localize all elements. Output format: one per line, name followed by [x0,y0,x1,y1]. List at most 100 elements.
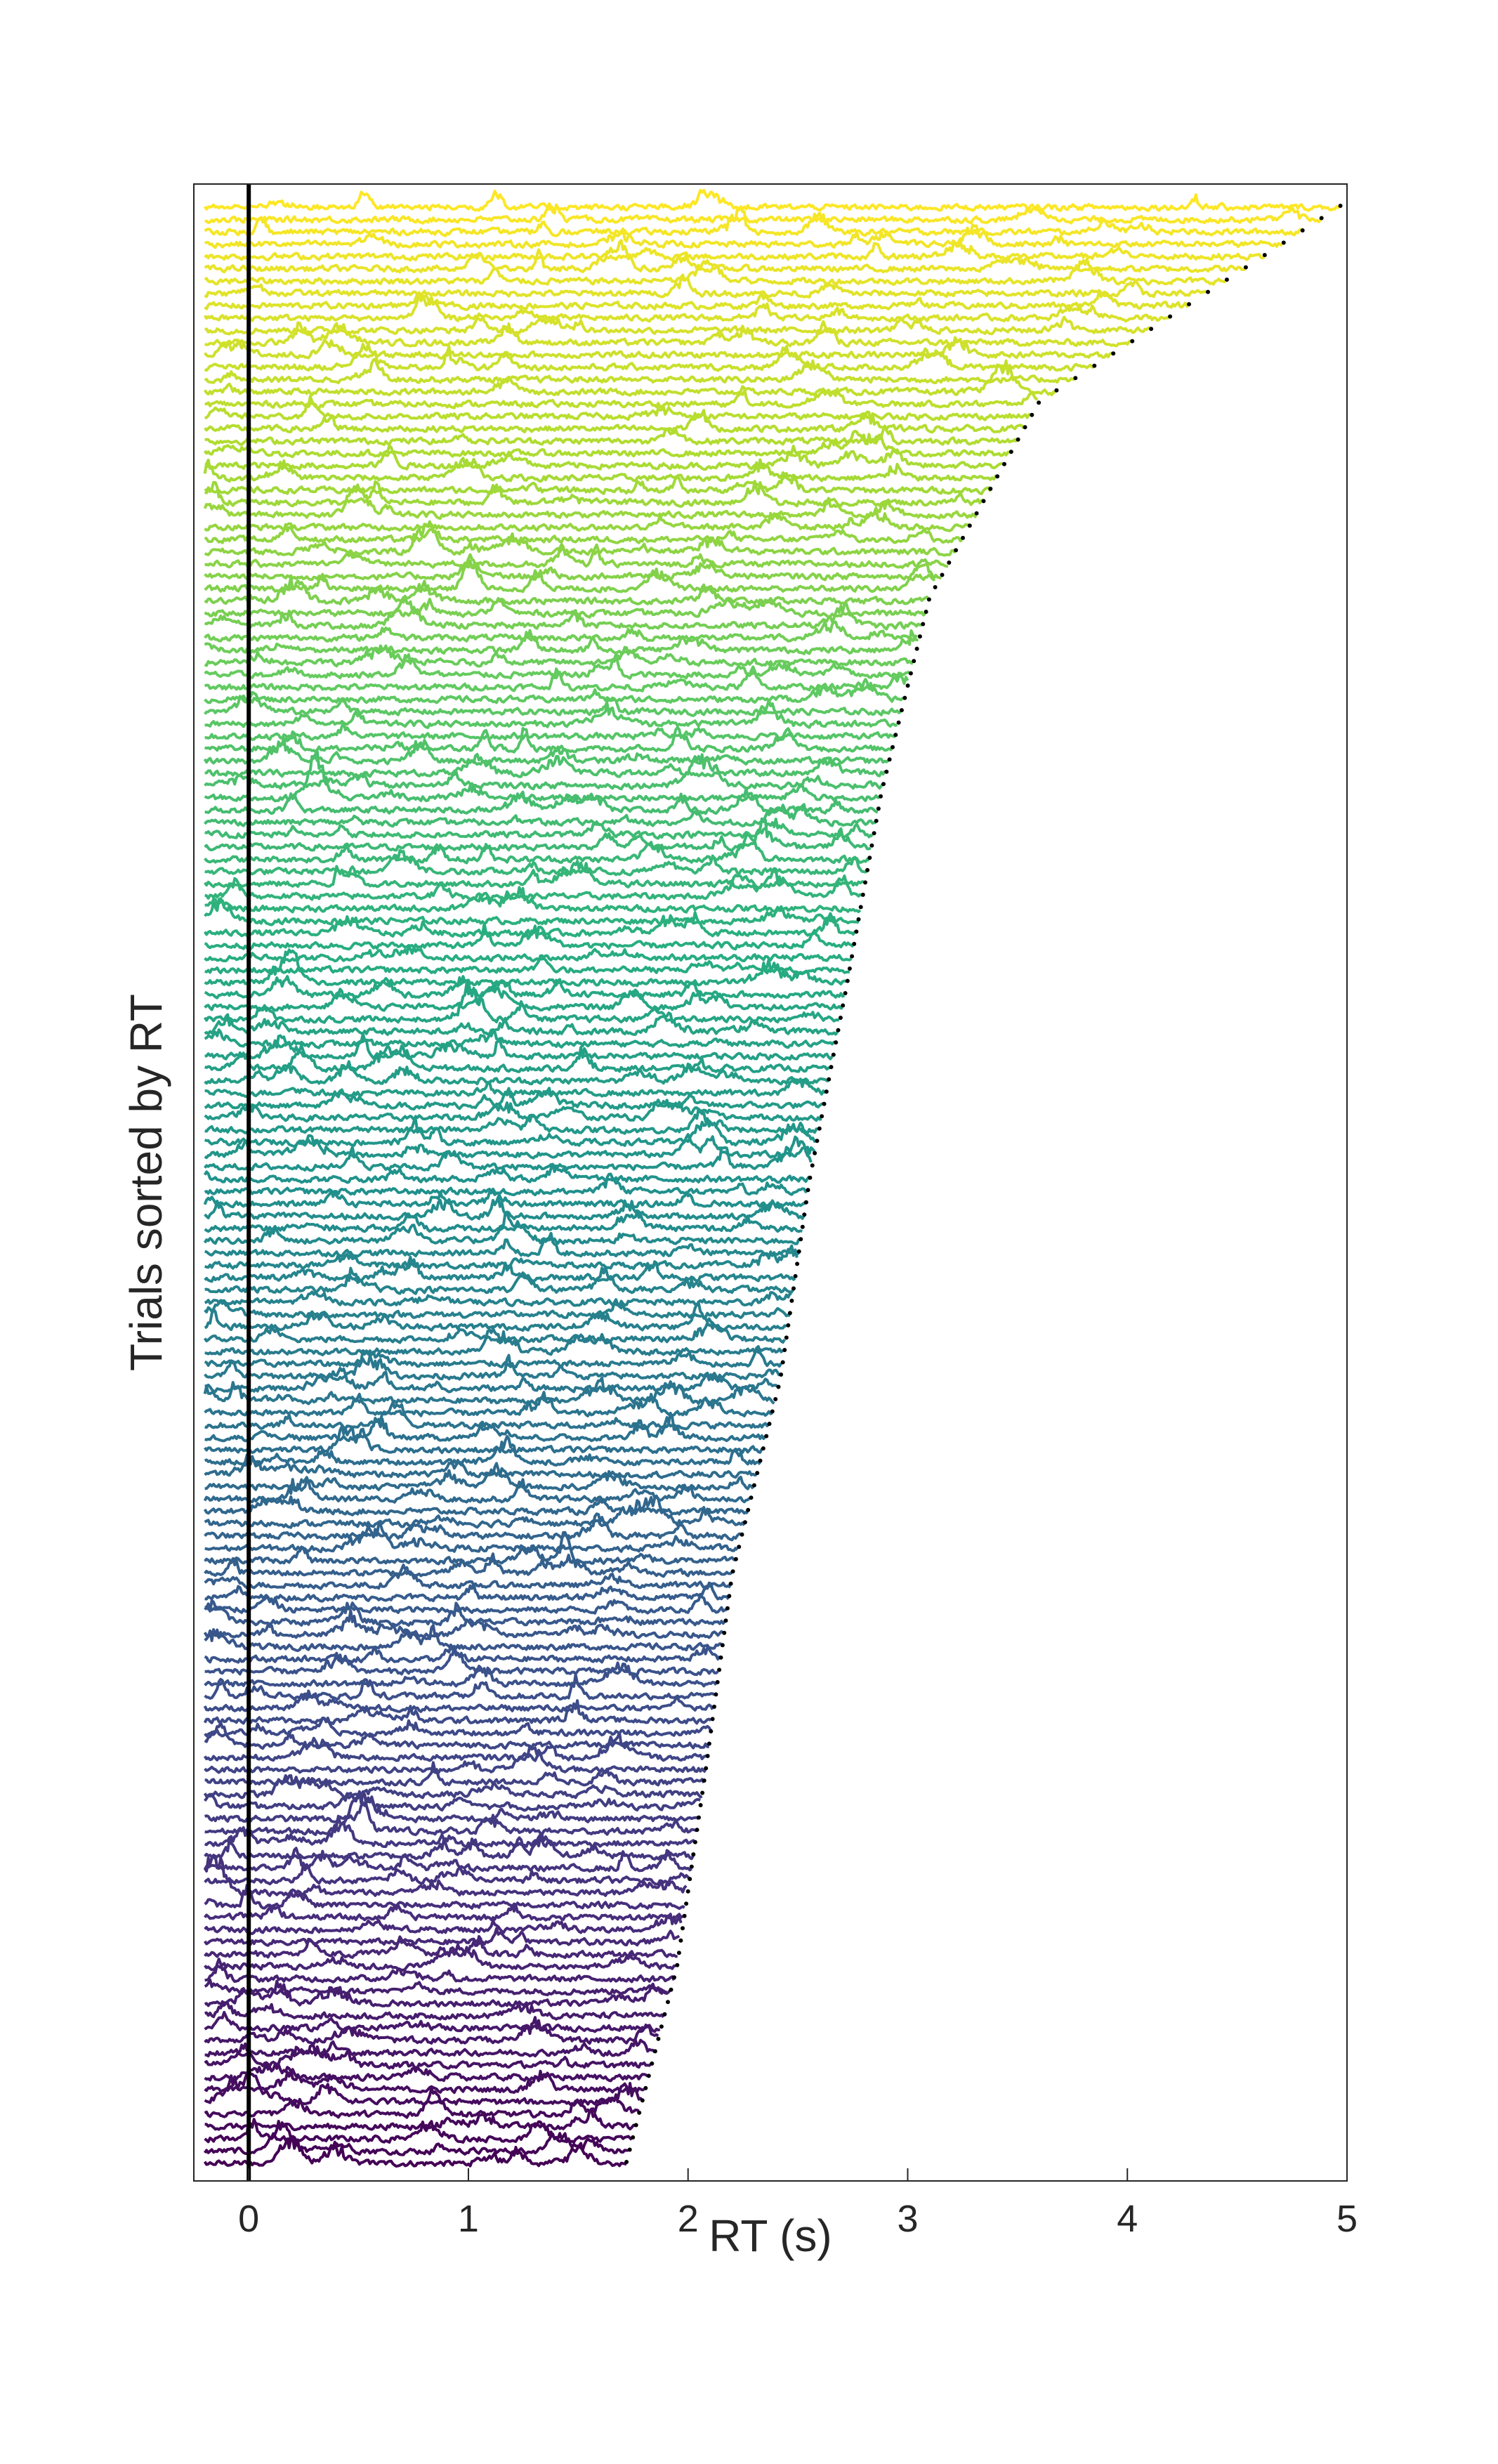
rt-marker [1030,412,1034,417]
trial-trace [203,483,978,520]
trial-trace [204,1581,730,1603]
rt-marker [650,2061,655,2066]
rt-marker [1037,400,1042,405]
trial-trace [204,787,879,815]
trial-trace [204,1716,712,1738]
trial-trace [204,984,843,1012]
trial-trace [204,2042,652,2070]
rt-marker [847,966,852,971]
trial-trace [204,1087,824,1110]
rt-marker [800,1224,805,1229]
trial-trace [204,803,876,828]
rt-marker [1130,339,1135,343]
trial-trace [204,678,905,705]
trial-trace [204,409,1025,434]
rt-marker [974,511,979,516]
trial-trace [203,860,865,889]
trial-trace [204,597,926,619]
rt-marker [746,1507,751,1512]
trial-trace [204,2038,656,2058]
rt-marker [631,2135,636,2139]
y-axis-label: Trials sorted by RT [121,994,171,1371]
rt-marker [697,1815,701,1820]
trial-trace [204,320,1131,348]
trial-trace [204,2010,661,2033]
rt-marker [728,1581,733,1586]
trial-trace [204,1943,676,1972]
rt-marker [924,610,928,614]
rt-marker [1092,363,1097,368]
trial-trace [204,1211,803,1233]
rt-marker [813,1151,817,1155]
rt-marker [666,2000,670,2005]
trial-trace [203,1495,749,1516]
trial-trace [204,1599,726,1627]
rt-marker [841,1003,846,1008]
trial-trace [203,1609,724,1639]
trial-trace [204,1453,757,1480]
trial-trace [204,1795,699,1823]
rt-marker [820,1114,824,1119]
trial-trace [203,1847,692,1873]
trial-trace [204,945,853,963]
rt-marker [787,1311,792,1316]
trial-trace [204,2109,636,2132]
trial-trace [204,205,1302,237]
rt-marker [749,1495,754,1500]
rt-marker [710,1717,715,1722]
rt-marker [692,1840,697,1844]
trial-trace [204,2000,665,2021]
rt-marker [742,1520,747,1525]
trial-trace [204,424,1018,446]
rt-marker [1073,376,1078,381]
x-tick-label: 4 [1117,2198,1138,2240]
trial-trace [204,202,1322,225]
trial-trace [204,629,918,655]
rt-marker [662,2012,667,2017]
trial-trace [204,542,949,569]
trial-trace [204,1531,736,1566]
rt-marker [988,486,993,491]
rt-marker [714,1692,718,1697]
rt-marker [845,978,850,983]
rt-marker [643,2085,648,2090]
trial-trace [204,1354,781,1382]
rt-marker [824,1089,829,1094]
rt-marker [874,818,879,823]
rt-marker [669,1987,674,1992]
rt-marker [678,1938,683,1943]
trial-trace [204,594,922,631]
trial-trace [204,832,870,865]
rt-marker [869,843,874,848]
rt-marker [806,1188,810,1193]
rt-marker [1281,240,1286,245]
trial-trace [204,1979,668,2008]
trial-trace [204,312,1151,336]
trial-trace [204,1366,779,1394]
rt-marker [940,572,945,577]
trial-trace [204,1033,834,1061]
trial-trace [204,1495,746,1529]
trial-trace [204,1298,791,1320]
trial-trace [204,1462,754,1492]
trial-trace [204,240,1266,262]
trial-trace [204,1135,813,1172]
rt-marker [758,1458,763,1463]
rt-marker [751,1483,756,1488]
rt-marker [691,1852,696,1857]
rt-marker [784,1335,789,1340]
rt-marker [795,1262,800,1266]
trial-trace [204,553,942,582]
rt-marker [995,474,1000,479]
trial-trace [203,1478,751,1504]
rt-marker [755,1471,760,1476]
rt-marker [947,561,952,565]
rt-marker [789,1298,794,1303]
rt-marker [637,2110,642,2115]
trial-trace [204,1401,770,1431]
rt-marker [865,867,870,872]
rt-marker [1149,327,1154,332]
rt-marker [854,929,859,934]
trial-trace [203,1162,810,1184]
trial-trace [204,752,886,778]
